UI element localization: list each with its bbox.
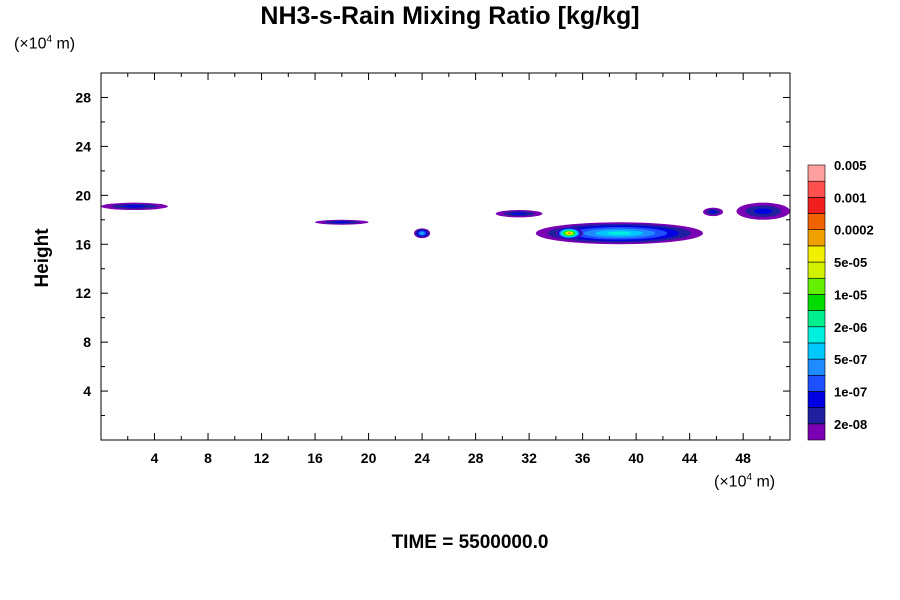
- x-tick-label: 36: [575, 450, 591, 466]
- x-axis-unit: (×104 m): [714, 472, 775, 491]
- colorbar-swatch: [807, 391, 826, 408]
- data-region: [101, 202, 168, 211]
- colorbar-swatch: [807, 229, 826, 247]
- data-region: [414, 228, 431, 239]
- y-unit-prefix: (×10: [14, 35, 47, 53]
- contour-fill: [123, 205, 146, 208]
- colorbar-swatch: [807, 310, 826, 328]
- colorbar-swatch: [807, 294, 826, 311]
- x-tick-label: 44: [682, 450, 698, 466]
- colorbar-label: 0.0002: [834, 223, 874, 238]
- colorbar-label: 0.005: [834, 158, 867, 173]
- contour-fill: [568, 232, 571, 235]
- colorbar-swatch: [807, 407, 826, 425]
- x-tick-label: 8: [204, 450, 212, 466]
- y-tick-label: 28: [75, 89, 91, 105]
- y-tick-label: 16: [75, 236, 91, 252]
- colorbar-swatch: [807, 326, 826, 344]
- contour-fill: [511, 212, 527, 215]
- y-tick-label: 12: [75, 285, 91, 301]
- colorbar-label: 5e-07: [834, 352, 867, 367]
- x-unit-exponent: 4: [746, 472, 753, 483]
- chart-title: NH3-s-Rain Mixing Ratio [kg/kg]: [260, 2, 640, 30]
- data-region: [315, 219, 369, 225]
- y-tick-label: 24: [75, 138, 91, 154]
- colorbar-swatch: [807, 358, 826, 376]
- data-region: [535, 222, 704, 245]
- colorbar-swatch: [807, 180, 826, 198]
- data-region: [495, 210, 543, 218]
- colorbar-swatch: [807, 277, 826, 295]
- contour-fill: [332, 221, 351, 224]
- x-tick-label: 40: [628, 450, 644, 466]
- time-label: TIME = 5500000.0: [391, 532, 549, 553]
- colorbar-swatch: [807, 342, 826, 360]
- y-unit-suffix: m): [52, 35, 76, 53]
- x-tick-label: 12: [254, 450, 270, 466]
- colorbar: 2e-08 1e-07 5e-07 2e-06 1e-05 5e-05 0.0002 0.00…: [807, 158, 874, 441]
- x-tick-label: 4: [151, 450, 159, 466]
- colorbar-label: 1e-07: [834, 384, 867, 399]
- plot-area: [101, 202, 791, 245]
- x-unit-prefix: (×10: [714, 473, 747, 491]
- x-tick-label: 32: [521, 450, 537, 466]
- contour-fill: [754, 208, 773, 215]
- y-axis-unit: (×104 m): [14, 34, 75, 53]
- y-tick-label: 8: [83, 334, 91, 350]
- y-unit-exponent: 4: [46, 34, 53, 45]
- y-tick-label: 20: [75, 187, 91, 203]
- x-tick-label: 48: [735, 450, 751, 466]
- contour-fill: [420, 232, 424, 235]
- data-region: [555, 227, 583, 240]
- y-tick-label: 4: [83, 383, 91, 399]
- colorbar-label: 2e-06: [834, 320, 867, 335]
- data-region: [736, 202, 791, 220]
- colorbar-swatch: [807, 261, 826, 279]
- colorbar-label: 5e-05: [834, 255, 867, 270]
- colorbar-swatch: [807, 164, 826, 182]
- colorbar-swatch: [807, 245, 826, 263]
- colorbar-swatch: [807, 374, 826, 392]
- colorbar-swatch: [807, 213, 826, 231]
- contour-fill: [709, 210, 717, 214]
- data-region: [703, 207, 724, 217]
- colorbar-swatch: [807, 423, 826, 441]
- contour-fill: [607, 231, 632, 235]
- colorbar-label: 2e-08: [834, 417, 867, 432]
- x-tick-label: 28: [468, 450, 484, 466]
- colorbar-label: 0.001: [834, 190, 867, 205]
- colorbar-label: 1e-05: [834, 287, 867, 302]
- plot-frame: [100, 72, 791, 441]
- x-tick-label: 20: [361, 450, 377, 466]
- colorbar-swatch: [807, 197, 826, 214]
- x-tick-label: 24: [414, 450, 430, 466]
- x-tick-label: 16: [307, 450, 323, 466]
- x-unit-suffix: m): [752, 473, 776, 491]
